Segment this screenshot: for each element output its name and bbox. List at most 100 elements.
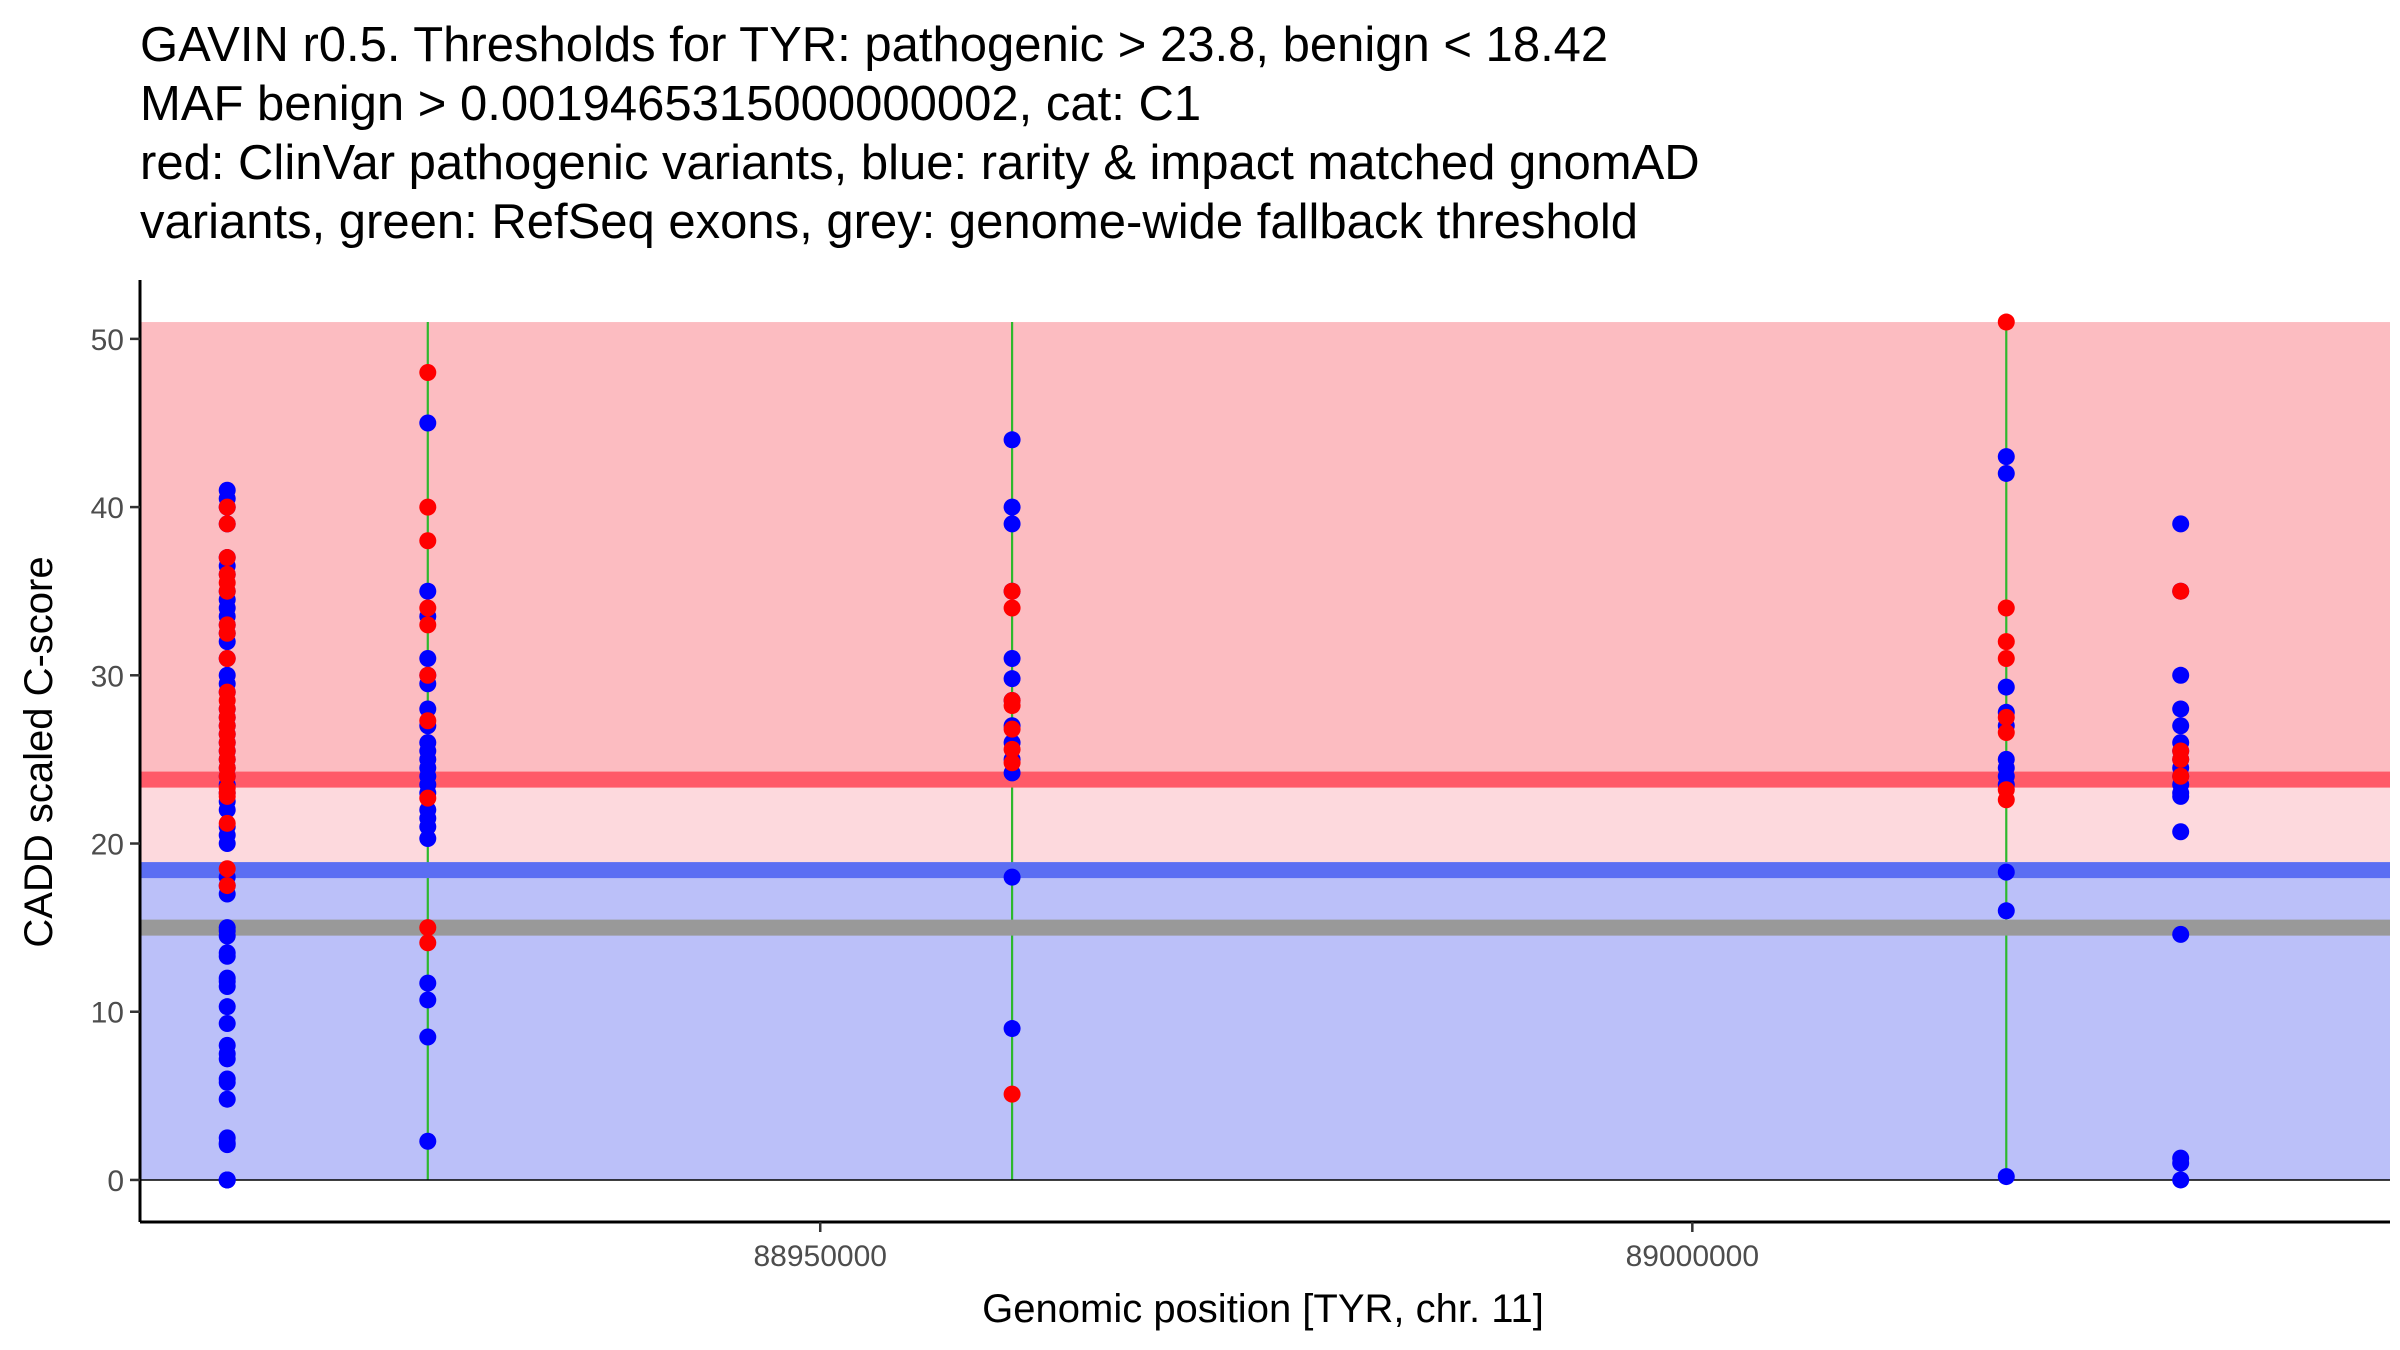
gnomad-point bbox=[2172, 666, 2190, 684]
gnomad-point bbox=[2172, 925, 2190, 943]
gnomad-point bbox=[419, 582, 437, 600]
clinvar-point bbox=[2172, 767, 2190, 785]
gnomad-point bbox=[218, 1073, 236, 1091]
clinvar-point bbox=[218, 649, 236, 667]
gnomad-point bbox=[218, 801, 236, 819]
gnomad-point bbox=[1997, 448, 2015, 466]
gnomad-point bbox=[2172, 1154, 2190, 1172]
clinvar-point bbox=[1003, 582, 1021, 600]
pathogenic-threshold-line bbox=[140, 771, 2390, 788]
gnomad-point bbox=[218, 1136, 236, 1154]
gnomad-point bbox=[218, 947, 236, 965]
y-axis-title: CADD scaled C-score bbox=[17, 556, 61, 947]
title-line-3: red: ClinVar pathogenic variants, blue: … bbox=[140, 136, 1700, 190]
clinvar-point bbox=[218, 877, 236, 895]
clinvar-point bbox=[1003, 754, 1021, 772]
title-line-2: MAF benign > 0.0019465315000000002, cat:… bbox=[140, 77, 1202, 131]
chart-title: GAVIN r0.5. Thresholds for TYR: pathogen… bbox=[140, 16, 1700, 252]
clinvar-point bbox=[1997, 723, 2015, 741]
clinvar-point bbox=[1003, 697, 1021, 715]
clinvar-point bbox=[419, 599, 437, 617]
gnomad-point bbox=[218, 1050, 236, 1068]
gnomad-point bbox=[218, 1171, 236, 1189]
threshold-regions bbox=[140, 322, 2390, 1180]
data-points bbox=[218, 313, 2190, 1189]
gnomad-point bbox=[419, 974, 437, 992]
x-tick-label: 88950000 bbox=[753, 1240, 886, 1273]
y-tick-label: 30 bbox=[91, 660, 124, 693]
gnomad-point bbox=[1003, 431, 1021, 449]
benign-threshold-line bbox=[140, 862, 2390, 879]
pathogenic-region bbox=[140, 322, 2390, 780]
clinvar-point bbox=[1997, 599, 2015, 617]
gnomad-point bbox=[2172, 823, 2190, 841]
gnomad-point bbox=[1997, 464, 2015, 482]
clinvar-point bbox=[419, 498, 437, 516]
clinvar-point bbox=[2172, 750, 2190, 768]
gnomad-point bbox=[1997, 1168, 2015, 1186]
axes: 0 10 20 30 40 50 88950000 89000000 bbox=[91, 280, 2390, 1273]
gnomad-point bbox=[1003, 670, 1021, 688]
gnomad-point bbox=[2172, 787, 2190, 805]
gnomad-point bbox=[1003, 1020, 1021, 1038]
clinvar-point bbox=[218, 624, 236, 642]
gnomad-point bbox=[419, 991, 437, 1009]
clinvar-point bbox=[1997, 633, 2015, 651]
clinvar-point bbox=[218, 582, 236, 600]
gnomad-point bbox=[1003, 649, 1021, 667]
y-tick-label: 0 bbox=[107, 1165, 124, 1198]
title-line-1: GAVIN r0.5. Thresholds for TYR: pathogen… bbox=[140, 18, 1609, 72]
x-axis-title: Genomic position [TYR, chr. 11] bbox=[982, 1287, 1544, 1331]
gnomad-point bbox=[1997, 678, 2015, 696]
gnomad-point bbox=[419, 649, 437, 667]
clinvar-point bbox=[218, 767, 236, 785]
clinvar-point bbox=[419, 712, 437, 730]
gnomad-point bbox=[218, 978, 236, 995]
gnomad-point bbox=[2172, 700, 2190, 718]
clinvar-point bbox=[2172, 582, 2190, 600]
gnomad-point bbox=[419, 829, 437, 847]
mid-region bbox=[140, 779, 2390, 871]
gnomad-point bbox=[218, 1015, 236, 1033]
gnomad-point bbox=[1003, 515, 1021, 533]
clinvar-point bbox=[218, 860, 236, 878]
clinvar-point bbox=[1003, 1085, 1021, 1103]
x-tick-label: 89000000 bbox=[1626, 1240, 1759, 1273]
clinvar-point bbox=[218, 498, 236, 516]
gnomad-point bbox=[419, 414, 437, 432]
clinvar-point bbox=[218, 814, 236, 832]
clinvar-point bbox=[419, 364, 437, 382]
y-tick-label: 20 bbox=[91, 829, 124, 862]
clinvar-point bbox=[1997, 313, 2015, 331]
clinvar-point bbox=[218, 549, 236, 567]
y-tick-label: 50 bbox=[91, 324, 124, 357]
fallback-threshold-line bbox=[140, 919, 2390, 936]
clinvar-point bbox=[419, 532, 437, 550]
title-line-4: variants, green: RefSeq exons, grey: gen… bbox=[140, 195, 1639, 249]
clinvar-point bbox=[419, 934, 437, 952]
y-tick-label: 40 bbox=[91, 492, 124, 525]
clinvar-point bbox=[419, 789, 437, 807]
y-tick-label: 10 bbox=[91, 997, 124, 1030]
gnomad-point bbox=[1997, 902, 2015, 920]
gnomad-point bbox=[419, 1028, 437, 1046]
benign-region bbox=[140, 870, 2390, 1180]
clinvar-point bbox=[218, 515, 236, 533]
gnomad-point bbox=[419, 818, 437, 836]
clinvar-point bbox=[1003, 599, 1021, 617]
threshold-lines bbox=[140, 771, 2390, 1181]
gnomad-point bbox=[419, 700, 437, 718]
gnomad-point bbox=[218, 998, 236, 1016]
clinvar-point bbox=[419, 919, 437, 937]
gnomad-point bbox=[1003, 498, 1021, 516]
clinvar-point bbox=[1003, 740, 1021, 758]
clinvar-point bbox=[218, 787, 236, 805]
gnomad-point bbox=[1997, 863, 2015, 881]
gnomad-point bbox=[218, 835, 236, 853]
clinvar-point bbox=[419, 666, 437, 684]
gnomad-point bbox=[1003, 868, 1021, 886]
clinvar-point bbox=[1997, 708, 2015, 726]
clinvar-point bbox=[1997, 649, 2015, 667]
gnomad-point bbox=[2172, 717, 2190, 735]
